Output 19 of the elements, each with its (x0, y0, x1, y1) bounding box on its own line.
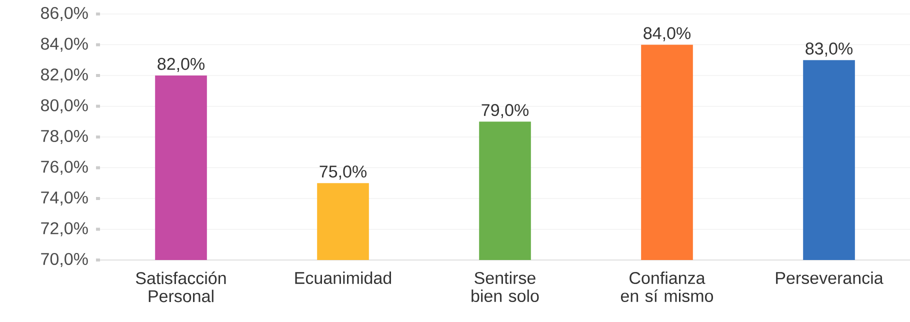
y-tick-label: 72,0% (41, 222, 88, 236)
y-tick-label: 74,0% (41, 191, 88, 206)
x-tick-label: Ecuanimidad (295, 272, 392, 284)
y-tick-label: 78,0% (41, 130, 88, 144)
y-tick-label: 70,0% (41, 252, 88, 268)
x-tick-label: Sentirse bien solo (472, 272, 539, 302)
data-label: 82,0% (158, 58, 204, 72)
x-tick-label: Satisfacción Personal (136, 272, 226, 302)
x-tick-label: Confianza en sí mismo (620, 272, 714, 302)
y-tick-label: 76,0% (41, 160, 88, 175)
y-tick-label: 84,0% (41, 38, 88, 52)
data-label: 84,0% (644, 27, 690, 42)
y-tick-label: 82,0% (41, 68, 88, 83)
y-tick-label: 86,0% (41, 6, 88, 22)
data-label: 83,0% (806, 42, 852, 57)
data-label: 79,0% (482, 104, 528, 118)
y-tick-label: 80,0% (41, 99, 88, 114)
data-label: 75,0% (320, 166, 366, 180)
x-tick-label: Perseverancia (776, 272, 884, 284)
